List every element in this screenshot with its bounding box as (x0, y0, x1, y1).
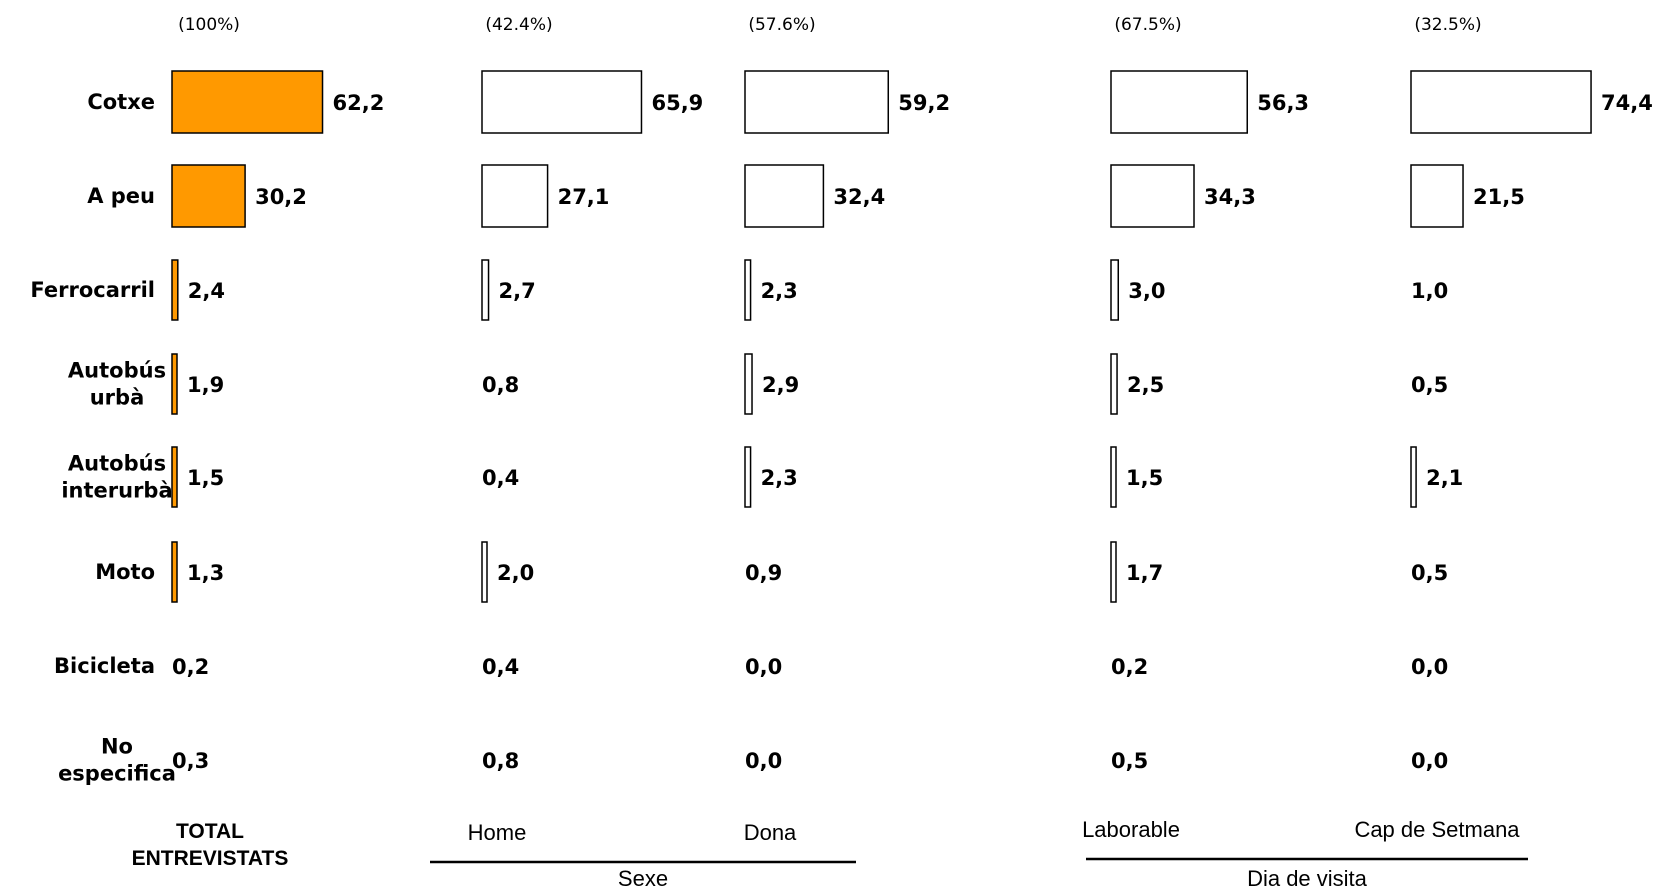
data-label: 2,4 (188, 279, 225, 303)
category-label: Bicicleta (54, 654, 155, 678)
data-label: 3,0 (1128, 279, 1165, 303)
group-title: Dia de visita (1247, 866, 1368, 891)
data-label: 2,9 (762, 373, 799, 397)
data-label: 0,3 (172, 749, 209, 773)
series-share-label: (67.5%) (1114, 15, 1181, 35)
bar (744, 70, 890, 134)
data-label: 0,0 (745, 655, 782, 679)
data-label: 1,7 (1126, 561, 1163, 585)
total-series-label: TOTAL ENTREVISTATS (132, 820, 289, 870)
bar (171, 541, 178, 603)
data-label: 2,7 (499, 279, 536, 303)
category-label: No especifica (58, 735, 176, 786)
bar (171, 353, 178, 415)
category-label: Autobús interurbà (61, 452, 172, 503)
data-label: 0,4 (482, 466, 519, 490)
series-share-label: (32.5%) (1414, 15, 1481, 35)
category-label: Moto (95, 560, 155, 584)
data-label: 1,5 (187, 466, 224, 490)
data-label: 30,2 (255, 185, 307, 209)
bar (1110, 446, 1117, 508)
bar (171, 446, 178, 508)
bar (481, 164, 549, 228)
data-label: 1,5 (1126, 466, 1163, 490)
category-label: Cotxe (87, 90, 155, 114)
data-label: 0,9 (745, 561, 782, 585)
bar (171, 70, 324, 134)
series-name-label: Dona (744, 820, 797, 845)
data-label: 27,1 (558, 185, 610, 209)
data-label: 2,0 (497, 561, 534, 585)
data-label: 32,4 (833, 185, 885, 209)
category-label: Ferrocarril (30, 278, 155, 302)
data-label: 0,2 (172, 655, 209, 679)
data-label: 0,0 (1411, 749, 1448, 773)
bar (481, 70, 643, 134)
data-label: 0,5 (1411, 561, 1448, 585)
bar (1410, 70, 1592, 134)
category-label: A peu (87, 184, 155, 208)
series-name-label: Cap de Setmana (1354, 817, 1520, 842)
bar (1110, 164, 1195, 228)
bar (481, 541, 488, 603)
series-name-label: Laborable (1082, 817, 1180, 842)
data-label: 74,4 (1601, 91, 1653, 115)
data-label: 0,8 (482, 749, 519, 773)
series-share-label: (42.4%) (485, 15, 552, 35)
series-share-label: (57.6%) (748, 15, 815, 35)
series-name-label: Home (468, 820, 527, 845)
data-label: 65,9 (651, 91, 703, 115)
data-label: 0,0 (745, 749, 782, 773)
data-label: 0,0 (1411, 655, 1448, 679)
data-label: 2,3 (761, 466, 798, 490)
data-label: 62,2 (333, 91, 385, 115)
data-label: 1,3 (187, 561, 224, 585)
bar (744, 164, 825, 228)
bar (744, 353, 753, 415)
bar (1410, 164, 1464, 228)
bar (1110, 541, 1117, 603)
bar (1110, 353, 1118, 415)
bar (171, 259, 179, 321)
category-label: Autobús urbà (68, 359, 166, 410)
data-label: 2,1 (1426, 466, 1463, 490)
bar (481, 259, 490, 321)
bar (171, 164, 246, 228)
data-label: 59,2 (898, 91, 950, 115)
group-title: Sexe (618, 866, 668, 891)
data-label: 0,4 (482, 655, 519, 679)
bar (1110, 70, 1248, 134)
bar (1110, 259, 1120, 321)
bar (744, 446, 752, 508)
data-label: 0,5 (1111, 749, 1148, 773)
bar (744, 259, 752, 321)
data-label: 56,3 (1257, 91, 1309, 115)
data-label: 34,3 (1204, 185, 1256, 209)
data-label: 2,3 (761, 279, 798, 303)
data-label: 0,5 (1411, 373, 1448, 397)
bar (1410, 446, 1417, 508)
data-label: 1,9 (187, 373, 224, 397)
data-label: 1,0 (1411, 279, 1448, 303)
series-share-label: (100%) (178, 15, 240, 35)
data-label: 0,2 (1111, 655, 1148, 679)
data-label: 0,8 (482, 373, 519, 397)
data-label: 2,5 (1127, 373, 1164, 397)
data-label: 21,5 (1473, 185, 1525, 209)
